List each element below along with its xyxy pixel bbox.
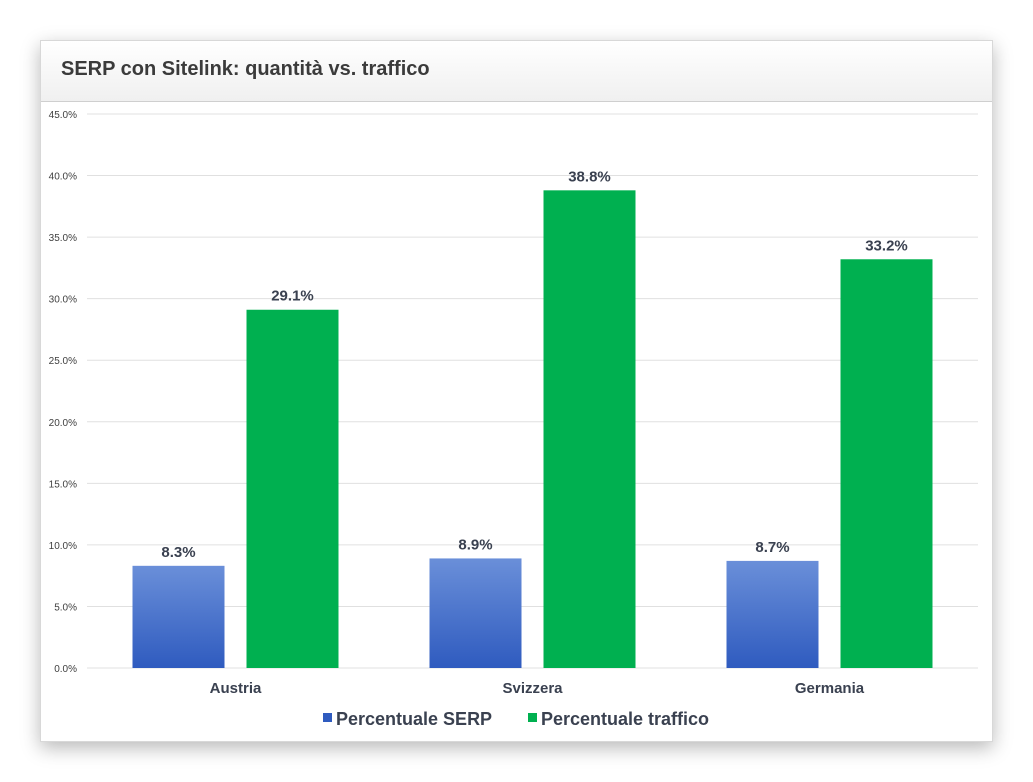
- bar-traffic: [543, 190, 636, 668]
- chart-title: SERP con Sitelink: quantità vs. traffico: [61, 58, 430, 80]
- bar-serp: [726, 560, 819, 668]
- data-label-serp: 8.9%: [458, 536, 492, 553]
- y-tick-label: 10.0%: [49, 541, 77, 552]
- category-label: Germania: [795, 680, 865, 697]
- bars: [132, 190, 933, 668]
- category-label: Austria: [210, 680, 262, 697]
- bar-serp: [132, 565, 225, 668]
- legend-label-serp: Percentuale SERP: [336, 709, 492, 729]
- bar-traffic: [246, 309, 339, 668]
- gridlines: [87, 113, 978, 669]
- bar-serp: [429, 558, 522, 668]
- y-tick-label: 45.0%: [49, 110, 77, 121]
- y-tick-label: 40.0%: [49, 172, 77, 183]
- card-header: SERP con Sitelink: quantità vs. traffico: [41, 41, 992, 102]
- x-axis-category-labels: Austria Svizzera Germania: [210, 680, 865, 697]
- y-tick-label: 30.0%: [49, 295, 77, 306]
- y-tick-label: 20.0%: [49, 418, 77, 429]
- y-tick-label: 0.0%: [54, 664, 77, 675]
- legend-swatch-traffic: [528, 713, 537, 722]
- y-tick-label: 25.0%: [49, 356, 77, 367]
- bar-traffic: [840, 259, 933, 668]
- category-label: Svizzera: [502, 680, 563, 697]
- data-label-serp: 8.7%: [755, 539, 789, 556]
- y-tick-label: 5.0%: [54, 602, 77, 613]
- data-labels: 8.3% 29.1% 8.9% 38.8% 8.7% 33.2%: [161, 168, 907, 560]
- y-tick-label: 35.0%: [49, 233, 77, 244]
- legend: Percentuale SERP Percentuale traffico: [323, 709, 709, 729]
- legend-swatch-serp: [323, 713, 332, 722]
- y-axis-tick-labels: 0.0% 5.0% 10.0% 15.0% 20.0% 25.0% 30.0% 35.0% 40…: [49, 110, 77, 675]
- data-label-traffic: 38.8%: [568, 168, 611, 185]
- legend-label-traffic: Percentuale traffico: [541, 709, 709, 729]
- data-label-serp: 8.3%: [161, 544, 195, 561]
- y-tick-label: 15.0%: [49, 479, 77, 490]
- data-label-traffic: 33.2%: [865, 237, 908, 254]
- data-label-traffic: 29.1%: [271, 288, 314, 305]
